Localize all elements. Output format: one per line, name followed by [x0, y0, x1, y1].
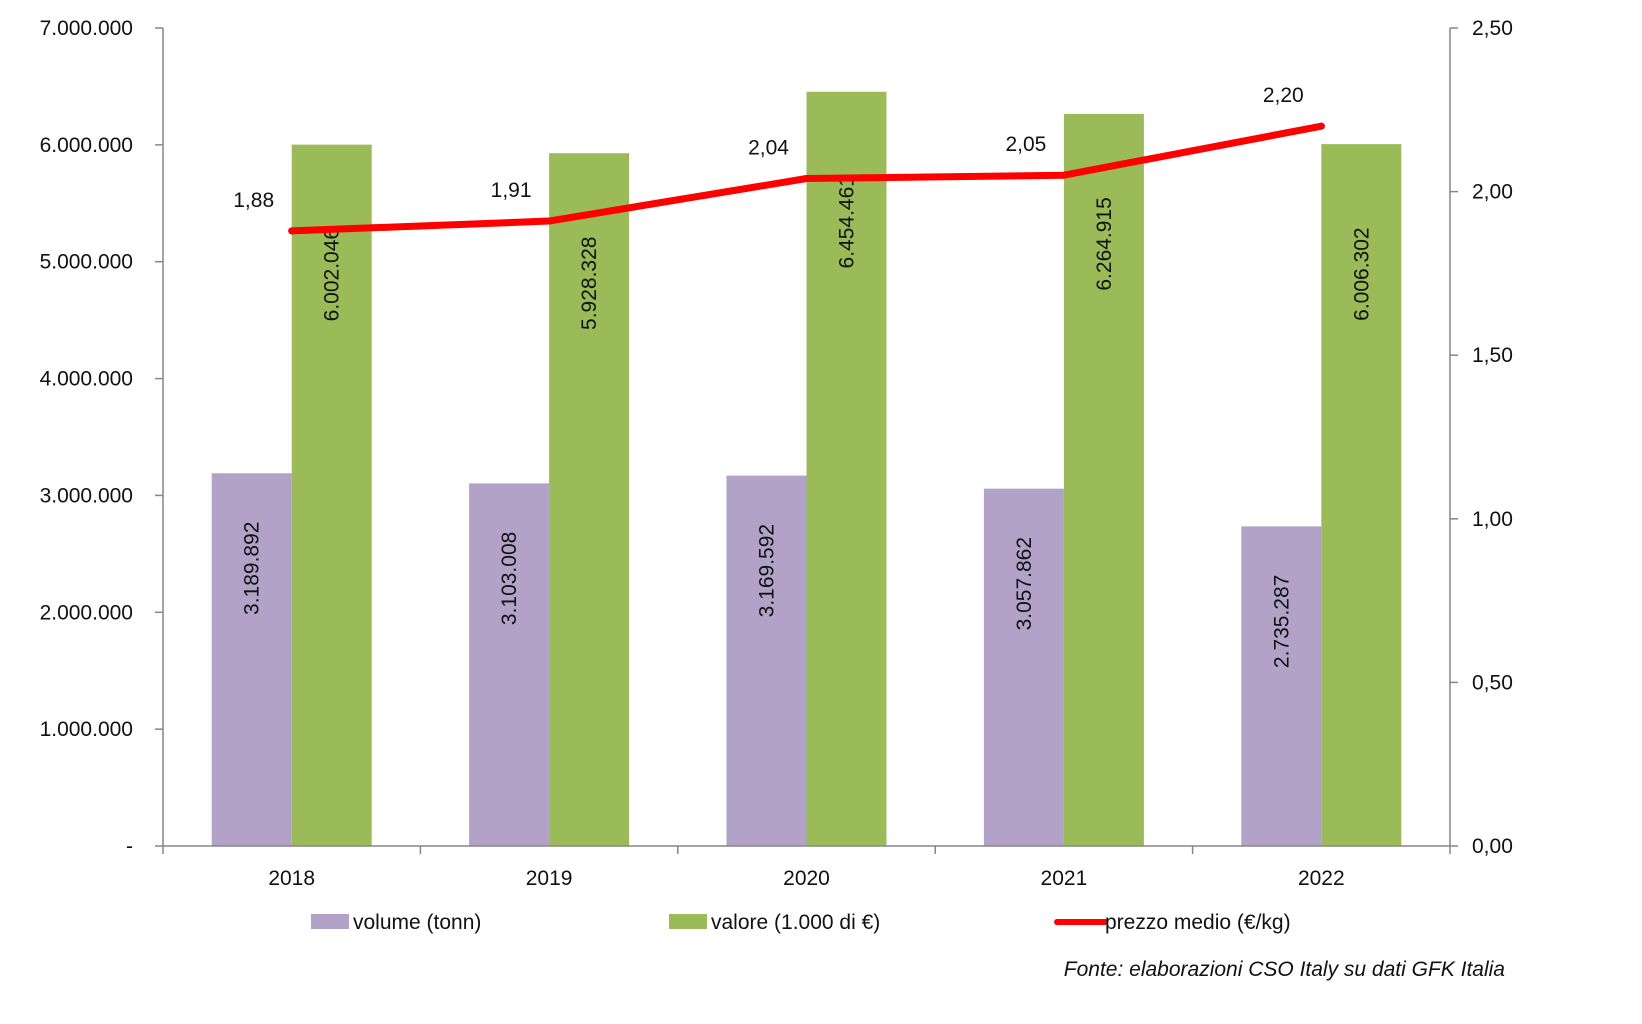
bar-valore [1063, 113, 1144, 847]
bar-volume [1241, 526, 1322, 846]
axes-layer [162, 28, 1451, 847]
y-right-tick-label: 1,00 [1472, 508, 1513, 531]
bar-labels-layer: 3.189.892 3.103.008 3.169.592 3.057.862 2.73… [241, 175, 1374, 668]
bar-value-label: 6.002.046 [321, 228, 344, 321]
y-left-tick-label: - [126, 835, 133, 858]
y-left-tick-label: 4.000.000 [40, 368, 133, 391]
price-point-label: 2,04 [748, 137, 789, 160]
y-left-tick-label: 3.000.000 [40, 484, 133, 507]
bars-layer [211, 91, 1402, 847]
bar-value-label: 3.169.592 [756, 524, 779, 617]
bar-value-label: 6.454.461 [836, 175, 859, 268]
price-point [1060, 171, 1068, 179]
price-point [1317, 122, 1325, 130]
y-left-tick-label: 1.000.000 [40, 718, 133, 741]
legend-label-valore: valore (1.000 di €) [711, 911, 880, 934]
legend: volume (tonn) valore (1.000 di €) prezzo… [311, 911, 1291, 934]
x-category-label: 2020 [783, 867, 830, 890]
bar-valore [549, 153, 630, 846]
bar-volume [983, 488, 1064, 846]
y-left-tick-label: 7.000.000 [40, 17, 133, 40]
legend-label-volume: volume (tonn) [353, 911, 481, 934]
y-right-tick-label: 2,50 [1472, 17, 1513, 40]
y-left-tick-label: 5.000.000 [40, 251, 133, 274]
legend-swatch-volume [311, 914, 349, 929]
bar-value-label: 5.928.328 [578, 237, 601, 330]
bar-value-label: 6.264.915 [1093, 197, 1116, 290]
price-point-label: 1,88 [233, 189, 274, 212]
ticks-layer: - 1.000.000 2.000.000 3.000.000 4.000.000 5.0… [40, 17, 1513, 890]
x-category-label: 2018 [268, 867, 315, 890]
y-right-tick-label: 2,00 [1472, 181, 1513, 204]
y-right-tick-label: 1,50 [1472, 344, 1513, 367]
legend-swatch-valore [669, 914, 707, 929]
price-point [803, 175, 810, 183]
legend-label-prezzo: prezzo medio (€/kg) [1105, 911, 1291, 934]
price-point-label: 2,05 [1005, 133, 1046, 156]
y-left-tick-label: 6.000.000 [40, 134, 133, 157]
bar-value-label: 3.189.892 [241, 522, 264, 615]
y-right-tick-label: 0,00 [1472, 835, 1513, 858]
bar-volume [211, 473, 292, 846]
bar-value-label: 2.735.287 [1270, 575, 1293, 668]
x-category-label: 2021 [1041, 867, 1088, 890]
bar-valore [806, 91, 887, 847]
bar-value-label: 3.057.862 [1013, 537, 1036, 630]
price-line-layer: 1,88 1,91 2,04 2,05 2,20 [233, 84, 1325, 235]
bar-valore [1321, 144, 1402, 846]
y-right-tick-label: 0,50 [1472, 671, 1513, 694]
bar-volume [469, 483, 550, 846]
price-point-label: 2,20 [1263, 84, 1304, 107]
price-point [545, 217, 553, 225]
bar-volume [726, 475, 807, 846]
price-point [288, 227, 296, 235]
bar-valore [291, 144, 372, 847]
bar-value-label: 3.103.008 [498, 532, 521, 625]
x-category-label: 2022 [1298, 867, 1345, 890]
x-category-label: 2019 [526, 867, 573, 890]
y-left-tick-label: 2.000.000 [40, 601, 133, 624]
bar-value-label: 6.006.302 [1350, 227, 1373, 320]
price-point-label: 1,91 [491, 179, 532, 202]
source-note: Fonte: elaborazioni CSO Italy su dati GF… [1064, 958, 1505, 981]
